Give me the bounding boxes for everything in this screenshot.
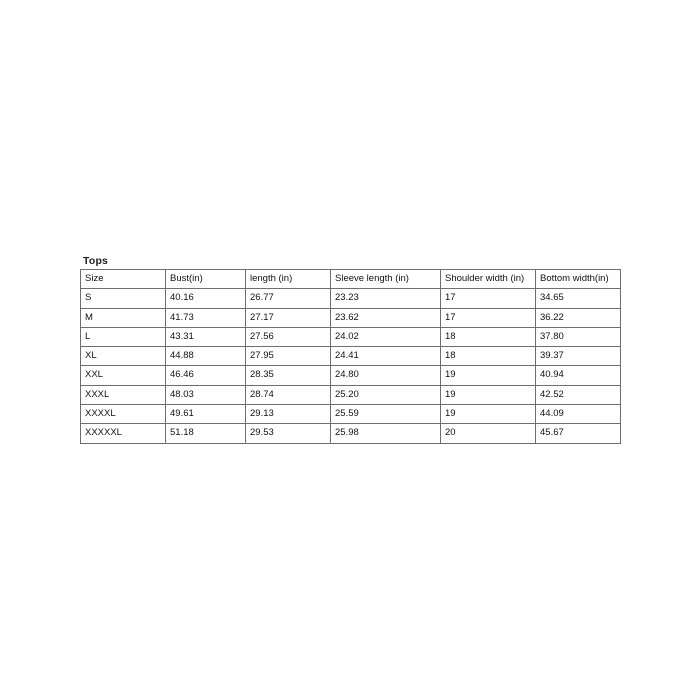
cell-sleeve-length: 25.20 xyxy=(330,384,441,406)
cell-bottom-width: 42.52 xyxy=(535,384,621,406)
cell-sleeve-length: 23.23 xyxy=(330,288,441,309)
cell-bust: 49.61 xyxy=(165,404,246,425)
table-header-row: Size Bust(in) length (in) Sleeve length … xyxy=(80,268,621,290)
cell-length: 28.35 xyxy=(245,365,331,386)
cell-bottom-width: 45.67 xyxy=(535,423,621,444)
table-row: XXXXXL 51.18 29.53 25.98 20 45.67 xyxy=(80,423,621,444)
cell-shoulder-width: 18 xyxy=(440,326,536,348)
column-header-size: Size xyxy=(80,268,166,290)
table-row: S 40.16 26.77 23.23 17 34.65 xyxy=(80,288,621,309)
cell-bottom-width: 34.65 xyxy=(535,288,621,309)
cell-length: 27.95 xyxy=(245,346,331,367)
cell-shoulder-width: 19 xyxy=(440,404,536,425)
cell-sleeve-length: 24.02 xyxy=(330,326,441,348)
cell-size: L xyxy=(80,326,166,348)
cell-length: 26.77 xyxy=(245,288,331,309)
table-row: XXXXL 49.61 29.13 25.59 19 44.09 xyxy=(80,404,621,425)
cell-sleeve-length: 24.80 xyxy=(330,365,441,386)
column-header-bottom-width: Bottom width(in) xyxy=(535,268,621,290)
cell-bust: 40.16 xyxy=(165,288,246,309)
cell-bust: 48.03 xyxy=(165,384,246,406)
column-header-shoulder-width: Shoulder width (in) xyxy=(440,268,536,290)
cell-bottom-width: 39.37 xyxy=(535,346,621,367)
cell-shoulder-width: 18 xyxy=(440,346,536,367)
cell-sleeve-length: 24.41 xyxy=(330,346,441,367)
cell-size: XXXL xyxy=(80,384,166,406)
cell-size: XXL xyxy=(80,365,166,386)
cell-bottom-width: 37.80 xyxy=(535,326,621,348)
size-chart-block: Tops Size Bust(in) length (in) Sleeve le… xyxy=(80,255,621,444)
cell-length: 27.56 xyxy=(245,326,331,348)
cell-bust: 43.31 xyxy=(165,326,246,348)
column-header-bust: Bust(in) xyxy=(165,268,246,290)
cell-length: 28.74 xyxy=(245,384,331,406)
column-header-length: length (in) xyxy=(245,268,331,290)
cell-length: 27.17 xyxy=(245,307,331,328)
cell-length: 29.53 xyxy=(245,423,331,444)
cell-bust: 41.73 xyxy=(165,307,246,328)
table-row: XXXL 48.03 28.74 25.20 19 42.52 xyxy=(80,384,621,406)
cell-bottom-width: 40.94 xyxy=(535,365,621,386)
cell-size: XXXXL xyxy=(80,404,166,425)
cell-length: 29.13 xyxy=(245,404,331,425)
size-chart-table: Size Bust(in) length (in) Sleeve length … xyxy=(80,268,621,444)
size-chart-caption: Tops xyxy=(83,255,109,267)
cell-sleeve-length: 25.59 xyxy=(330,404,441,425)
cell-shoulder-width: 20 xyxy=(440,423,536,444)
table-row: M 41.73 27.17 23.62 17 36.22 xyxy=(80,307,621,328)
cell-shoulder-width: 19 xyxy=(440,365,536,386)
cell-bottom-width: 44.09 xyxy=(535,404,621,425)
cell-size: XXXXXL xyxy=(80,423,166,444)
cell-bust: 44.88 xyxy=(165,346,246,367)
cell-bust: 46.46 xyxy=(165,365,246,386)
cell-bust: 51.18 xyxy=(165,423,246,444)
table-row: XL 44.88 27.95 24.41 18 39.37 xyxy=(80,346,621,367)
cell-sleeve-length: 25.98 xyxy=(330,423,441,444)
cell-sleeve-length: 23.62 xyxy=(330,307,441,328)
table-row: L 43.31 27.56 24.02 18 37.80 xyxy=(80,326,621,348)
cell-bottom-width: 36.22 xyxy=(535,307,621,328)
cell-shoulder-width: 19 xyxy=(440,384,536,406)
cell-shoulder-width: 17 xyxy=(440,307,536,328)
column-header-sleeve-length: Sleeve length (in) xyxy=(330,268,441,290)
cell-size: XL xyxy=(80,346,166,367)
cell-size: S xyxy=(80,288,166,309)
cell-size: M xyxy=(80,307,166,328)
table-row: XXL 46.46 28.35 24.80 19 40.94 xyxy=(80,365,621,386)
cell-shoulder-width: 17 xyxy=(440,288,536,309)
